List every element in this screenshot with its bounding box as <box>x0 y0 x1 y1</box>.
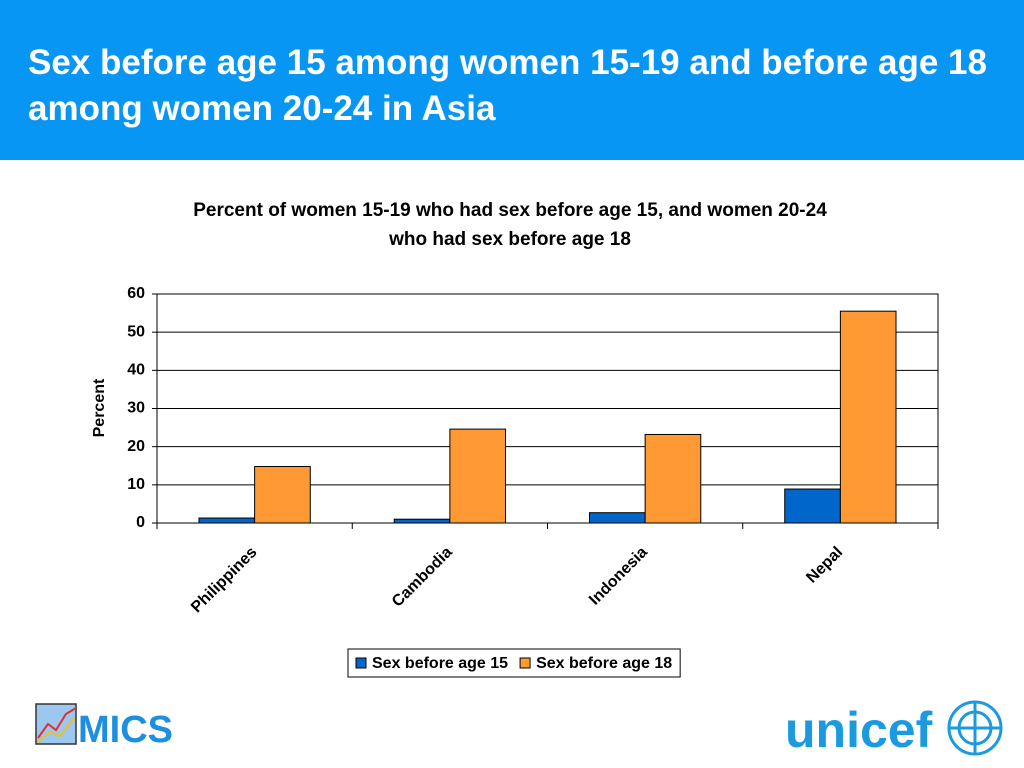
mics-icon <box>35 703 77 745</box>
legend: Sex before age 15 Sex before age 18 <box>347 648 681 678</box>
x-tick-label: Cambodia <box>389 544 456 611</box>
x-tick-label: Indonesia <box>586 544 651 609</box>
bar <box>254 466 311 524</box>
header <box>0 0 1024 160</box>
chart-title: Percent of women 15-19 who had sex befor… <box>193 200 827 250</box>
bar <box>839 310 897 524</box>
x-tick-label: Philippines <box>188 544 260 616</box>
unicef-emblem <box>947 700 1003 756</box>
mics-logo: MICS <box>78 709 173 751</box>
bar <box>198 517 256 524</box>
bar <box>393 518 451 524</box>
y-tick-label: 50 <box>127 323 145 340</box>
y-tick-label: 20 <box>127 438 145 455</box>
legend-swatch <box>519 657 531 669</box>
legend-box <box>347 648 681 678</box>
bar <box>644 433 702 524</box>
y-tick-label: 30 <box>127 400 145 417</box>
y-axis-label: Percent <box>91 378 108 437</box>
y-tick-label: 0 <box>136 514 145 531</box>
legend-label: Sex before age 18 <box>536 655 672 672</box>
y-tick-label: 60 <box>127 285 145 302</box>
unicef-logo: unicef <box>785 702 933 758</box>
bar <box>449 428 507 524</box>
legend-label: Sex before age 15 <box>372 655 508 672</box>
x-tick-label: Nepal <box>803 544 846 587</box>
bar <box>784 488 841 524</box>
legend-swatch <box>355 657 367 669</box>
slide-title: Sex before age 15 among women 15-19 and … <box>28 43 987 128</box>
bar <box>588 512 646 524</box>
y-tick-label: 40 <box>127 362 145 379</box>
y-tick-label: 10 <box>127 476 145 493</box>
